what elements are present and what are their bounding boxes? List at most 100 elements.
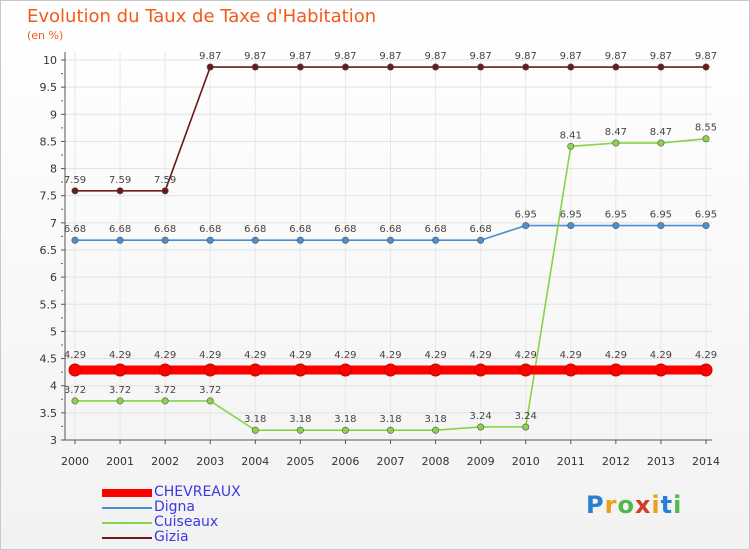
x-tick-label: 2003: [196, 455, 224, 468]
data-point-cuiseaux: [341, 426, 349, 434]
data-label-cuiseaux: 3.24: [515, 411, 537, 422]
data-label-cuiseaux: 3.72: [64, 385, 86, 396]
data-point-cuiseaux: [161, 397, 169, 405]
data-point-digna: [612, 222, 620, 230]
data-point-chevreaux: [113, 363, 127, 377]
x-tick-label: 2011: [557, 455, 585, 468]
data-label-chevreaux: 4.29: [470, 350, 492, 361]
data-label-gizia: 9.87: [244, 51, 266, 62]
data-label-gizia: 9.87: [605, 51, 627, 62]
y-tick-label: 4.5: [40, 353, 58, 366]
y-tick-label: 3.5: [40, 407, 58, 420]
data-point-gizia: [477, 63, 485, 71]
data-point-chevreaux: [699, 363, 713, 377]
data-label-gizia: 9.87: [560, 51, 582, 62]
data-label-cuiseaux: 3.72: [109, 385, 131, 396]
data-point-digna: [702, 222, 710, 230]
proxiti-logo: Proxiti: [586, 491, 682, 519]
legend-swatch: [102, 507, 152, 509]
data-label-digna: 6.95: [560, 210, 582, 221]
data-label-digna: 6.68: [154, 224, 176, 235]
data-point-chevreaux: [564, 363, 578, 377]
data-point-gizia: [251, 63, 259, 71]
data-point-cuiseaux: [386, 426, 394, 434]
data-point-gizia: [341, 63, 349, 71]
data-point-digna: [206, 236, 214, 244]
x-tick-label: 2013: [647, 455, 675, 468]
data-point-cuiseaux: [71, 397, 79, 405]
data-point-digna: [657, 222, 665, 230]
data-point-digna: [386, 236, 394, 244]
legend-label: Gizia: [154, 529, 189, 545]
y-tick-label: 7: [50, 217, 57, 230]
data-label-chevreaux: 4.29: [64, 350, 86, 361]
data-point-chevreaux: [429, 363, 443, 377]
data-label-gizia: 9.87: [424, 51, 446, 62]
data-label-digna: 6.95: [650, 210, 672, 221]
data-point-cuiseaux: [477, 423, 485, 431]
legend-swatch: [102, 489, 152, 497]
y-tick-label: 7.5: [40, 190, 58, 203]
data-label-chevreaux: 4.29: [379, 350, 401, 361]
data-point-chevreaux: [293, 363, 307, 377]
data-label-chevreaux: 4.29: [515, 350, 537, 361]
data-label-digna: 6.68: [379, 224, 401, 235]
data-label-cuiseaux: 3.72: [154, 385, 176, 396]
data-point-gizia: [612, 63, 620, 71]
data-point-chevreaux: [474, 363, 488, 377]
legend-swatch: [102, 537, 152, 539]
y-tick-label: 5: [50, 325, 57, 338]
x-tick-label: 2005: [286, 455, 314, 468]
data-label-cuiseaux: 3.18: [334, 414, 356, 425]
data-label-gizia: 9.87: [650, 51, 672, 62]
data-point-chevreaux: [519, 363, 533, 377]
data-point-cuiseaux: [612, 139, 620, 147]
y-tick-label: 9: [50, 108, 57, 121]
data-label-gizia: 9.87: [199, 51, 221, 62]
logo-letter: r: [604, 491, 618, 519]
data-point-chevreaux: [68, 363, 82, 377]
data-label-chevreaux: 4.29: [695, 350, 717, 361]
data-label-gizia: 7.59: [154, 175, 176, 186]
x-tick-label: 2012: [602, 455, 630, 468]
x-tick-label: 2009: [467, 455, 495, 468]
y-tick-label: 10: [43, 54, 57, 67]
data-label-cuiseaux: 3.18: [244, 414, 266, 425]
data-label-digna: 6.68: [289, 224, 311, 235]
data-point-chevreaux: [203, 363, 217, 377]
chart-unit-label: (en %): [27, 29, 64, 42]
data-label-chevreaux: 4.29: [199, 350, 221, 361]
logo-letter: o: [617, 491, 635, 519]
data-label-digna: 6.95: [515, 210, 537, 221]
series-gizia: 7.59 7.59 7.59 9.87 9.87 9.87 9.87 9.87 9.87 9.87…: [64, 51, 717, 195]
data-label-digna: 6.68: [64, 224, 86, 235]
data-point-gizia: [161, 187, 169, 195]
data-point-cuiseaux: [116, 397, 124, 405]
data-point-gizia: [567, 63, 575, 71]
logo-letter: x: [634, 491, 652, 519]
data-label-chevreaux: 4.29: [154, 350, 176, 361]
data-point-digna: [477, 236, 485, 244]
data-point-chevreaux: [158, 363, 172, 377]
data-point-gizia: [522, 63, 530, 71]
data-point-cuiseaux: [432, 426, 440, 434]
data-point-gizia: [702, 63, 710, 71]
data-point-digna: [161, 236, 169, 244]
y-tick-label: 8: [50, 163, 57, 176]
data-point-digna: [522, 222, 530, 230]
data-point-gizia: [657, 63, 665, 71]
data-label-digna: 6.68: [334, 224, 356, 235]
data-label-chevreaux: 4.29: [605, 350, 627, 361]
data-label-gizia: 9.87: [695, 51, 717, 62]
series-cuiseaux: 3.72 3.72 3.72 3.72 3.18 3.18 3.18 3.18 3.18 3.24…: [64, 123, 717, 434]
data-label-chevreaux: 4.29: [244, 350, 266, 361]
data-point-gizia: [432, 63, 440, 71]
legend-label: CHEVREAUX: [154, 484, 241, 500]
data-point-digna: [432, 236, 440, 244]
y-tick-label: 4: [50, 380, 57, 393]
data-label-gizia: 9.87: [334, 51, 356, 62]
data-label-cuiseaux: 8.55: [695, 123, 717, 134]
data-label-cuiseaux: 8.47: [650, 127, 672, 138]
data-point-chevreaux: [384, 363, 397, 377]
